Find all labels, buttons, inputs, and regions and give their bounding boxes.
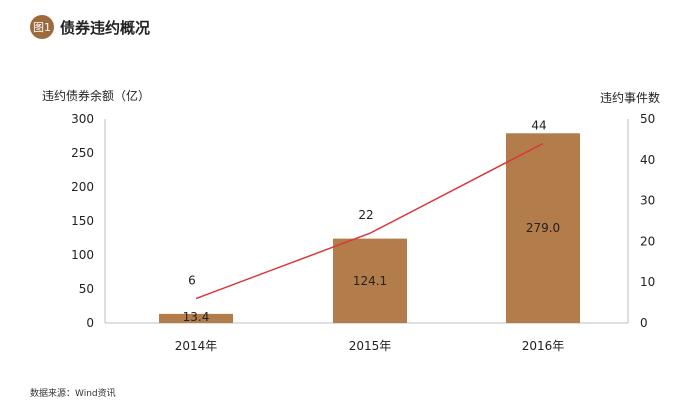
line-value-label: 6 [188,274,196,288]
bar [159,313,233,323]
left-tick-label: 250 [71,146,94,160]
line-series: 6 22 44 [188,118,547,300]
bar [506,133,580,323]
figure-badge: 图1 [30,15,54,39]
data-source: 数据来源：Wind资讯 [30,389,116,399]
left-tick-label: 300 [71,112,94,126]
bar [333,238,407,323]
category-label: 2016年 [522,339,565,353]
category-labels: 2014年 2015年 2016年 [175,339,565,353]
line-value-label: 22 [358,208,373,222]
left-tick-label: 50 [79,282,94,296]
right-tick-label: 20 [640,234,655,248]
left-tick-label: 200 [71,180,94,194]
line-value-label: 44 [531,118,546,132]
chart-header: 图1 债券违约概况 [30,14,150,40]
category-label: 2014年 [175,339,218,353]
left-axis-label: 违约债券余额（亿） [42,88,150,103]
bar-value-label: 279.0 [526,221,560,235]
right-tick-labels: 0 10 20 30 40 50 [640,112,655,330]
chart-title: 债券违约概况 [60,18,151,37]
right-axis-label: 违约事件数 [600,90,660,105]
right-tick-label: 0 [640,316,648,330]
right-tick-label: 50 [640,112,655,126]
bar-value-label: 124.1 [353,274,387,288]
left-tick-label: 150 [71,214,94,228]
right-tick-label: 10 [640,275,655,289]
left-tick-labels: 0 50 100 150 200 250 300 [71,112,94,330]
right-tick-label: 30 [640,194,655,208]
line-series-path [195,142,544,300]
category-label: 2015年 [349,339,392,353]
bars: 13.4 124.1 279.0 [159,133,580,324]
right-tick-label: 40 [640,153,655,167]
left-tick-label: 0 [86,316,94,330]
left-tick-label: 100 [71,248,94,262]
bar-value-label: 13.4 [183,310,210,324]
